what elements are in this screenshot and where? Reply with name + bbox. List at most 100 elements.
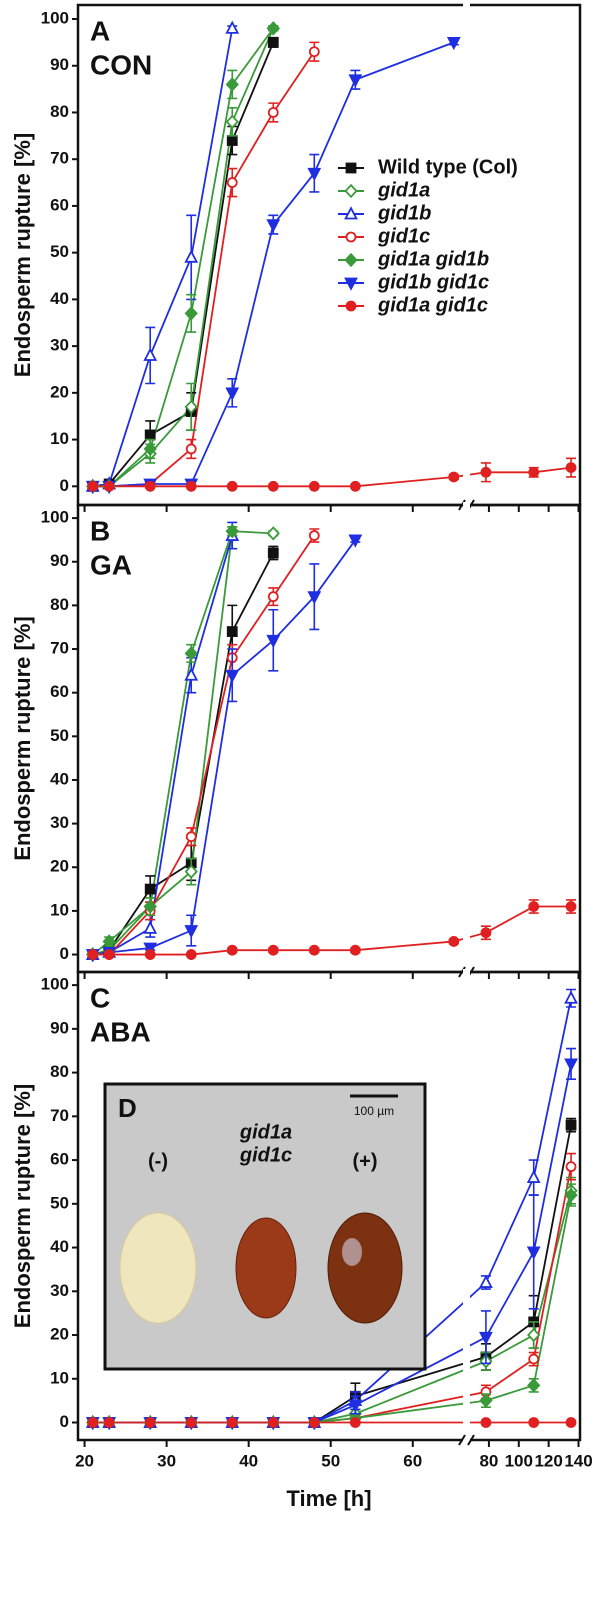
data-point bbox=[308, 944, 320, 956]
data-point bbox=[527, 1378, 541, 1393]
series-line bbox=[92, 42, 275, 488]
data-point bbox=[348, 534, 363, 548]
legend-marker bbox=[344, 277, 358, 291]
x-tick-label: 100 bbox=[505, 1451, 533, 1470]
genotype-label: gid1a bbox=[239, 1121, 292, 1143]
data-point bbox=[564, 990, 578, 1004]
data-point bbox=[448, 936, 460, 947]
x-tick-label: 40 bbox=[239, 1451, 258, 1470]
data-point bbox=[143, 347, 158, 361]
data-point bbox=[143, 920, 158, 934]
data-point bbox=[225, 387, 240, 401]
data-point bbox=[184, 306, 198, 321]
data-point bbox=[226, 944, 238, 956]
y-tick-label: 70 bbox=[50, 149, 69, 168]
y-tick-label: 40 bbox=[50, 1237, 69, 1256]
y-tick-label: 0 bbox=[60, 476, 69, 495]
plot-frame bbox=[76, 970, 582, 1442]
legend-marker bbox=[345, 162, 357, 174]
axis-break bbox=[463, 969, 470, 1449]
data-point bbox=[87, 949, 99, 960]
x-tick-label: 20 bbox=[75, 1451, 94, 1470]
y-tick-label: 90 bbox=[50, 551, 69, 570]
y-tick-label: 10 bbox=[50, 429, 69, 448]
data-point bbox=[226, 135, 238, 146]
series-line bbox=[92, 905, 572, 956]
y-tick-label: 0 bbox=[60, 944, 69, 963]
condition-label: CON bbox=[90, 49, 152, 80]
data-point bbox=[184, 646, 198, 661]
legend-marker bbox=[344, 183, 358, 199]
y-tick-label: 60 bbox=[50, 1150, 69, 1169]
data-point bbox=[526, 1246, 541, 1260]
data-point bbox=[225, 524, 239, 539]
data-point bbox=[266, 21, 280, 36]
data-point bbox=[565, 1417, 577, 1428]
data-point bbox=[479, 1331, 493, 1346]
legend-label: gid1a bbox=[377, 179, 430, 201]
y-tick-label: 70 bbox=[50, 639, 69, 658]
data-point bbox=[528, 466, 540, 478]
series-line bbox=[92, 27, 275, 488]
data-point bbox=[184, 399, 198, 415]
series-line bbox=[92, 28, 275, 488]
y-tick-label: 40 bbox=[50, 289, 69, 308]
data-point bbox=[267, 480, 279, 492]
data-point bbox=[185, 831, 197, 843]
data-point bbox=[480, 1417, 492, 1428]
y-tick-label: 100 bbox=[41, 508, 69, 527]
x-tick-label: 50 bbox=[321, 1451, 340, 1470]
data-point bbox=[266, 526, 280, 541]
y-tick-label: 100 bbox=[41, 975, 69, 994]
inset-d: D 100 µm (-) gid1a gid1c (+) bbox=[103, 1082, 427, 1371]
data-point bbox=[225, 20, 240, 34]
y-axis-label: Endosperm rupture [%] bbox=[10, 616, 35, 860]
data-point bbox=[565, 462, 577, 474]
data-point bbox=[308, 46, 320, 58]
data-point bbox=[564, 1058, 578, 1072]
data-point bbox=[185, 949, 197, 960]
data-point bbox=[448, 471, 460, 483]
data-point bbox=[185, 443, 197, 455]
plus-label: (+) bbox=[353, 1150, 378, 1172]
data-point bbox=[144, 883, 156, 895]
data-point bbox=[103, 949, 115, 960]
data-point bbox=[184, 249, 199, 263]
legend-marker bbox=[345, 231, 357, 243]
x-tick-label: 80 bbox=[479, 1451, 498, 1470]
y-tick-label: 20 bbox=[50, 857, 69, 876]
data-point bbox=[479, 1274, 493, 1288]
y-tick-label: 30 bbox=[50, 813, 69, 832]
data-point bbox=[527, 1327, 541, 1343]
series-line bbox=[92, 530, 234, 956]
x-tick-label: 30 bbox=[157, 1451, 176, 1470]
y-tick-label: 30 bbox=[50, 336, 69, 355]
y-tick-label: 10 bbox=[50, 900, 69, 919]
y-tick-label: 20 bbox=[50, 1325, 69, 1344]
data-point bbox=[144, 429, 156, 441]
data-point bbox=[446, 36, 461, 51]
y-tick-label: 30 bbox=[50, 1281, 69, 1300]
series-line bbox=[92, 28, 234, 488]
x-axis-label: Time [h] bbox=[286, 1486, 371, 1511]
break-mark bbox=[458, 1434, 475, 1446]
data-point bbox=[267, 944, 279, 956]
legend-label: Wild type (Col) bbox=[378, 156, 518, 178]
scale-text: 100 µm bbox=[354, 1104, 394, 1118]
data-point bbox=[185, 1417, 197, 1428]
legend-marker bbox=[344, 206, 358, 220]
panel-label: C bbox=[90, 982, 110, 1013]
series-line bbox=[92, 535, 316, 956]
data-point bbox=[225, 77, 239, 92]
y-tick-label: 50 bbox=[50, 1193, 69, 1212]
series-line bbox=[92, 51, 316, 488]
y-tick-label: 40 bbox=[50, 769, 69, 788]
data-point bbox=[144, 1417, 156, 1428]
data-point bbox=[565, 1161, 577, 1173]
genotype-label: gid1c bbox=[239, 1144, 292, 1166]
condition-label: GA bbox=[90, 549, 132, 580]
data-point bbox=[480, 466, 492, 478]
data-point bbox=[348, 1399, 363, 1413]
data-point bbox=[307, 591, 322, 605]
